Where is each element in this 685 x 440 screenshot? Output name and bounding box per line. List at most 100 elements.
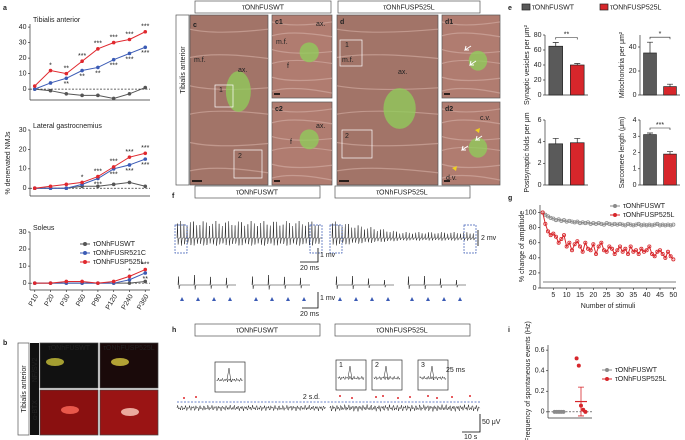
y-tick-label: 10 (19, 70, 27, 77)
fiber-texture (271, 108, 333, 113)
header-box (194, 185, 321, 199)
data-point (111, 165, 116, 169)
data-point (596, 244, 601, 249)
stained-structure (111, 358, 129, 366)
axon-terminal (383, 88, 416, 129)
data-point (644, 248, 649, 253)
trace-header: τONhFUSWT (236, 327, 279, 334)
y-tick-label: 0 (633, 92, 637, 99)
inset-label: 3 (421, 362, 425, 369)
data-point (127, 91, 132, 96)
event-marker (409, 396, 411, 398)
series-line (34, 152, 146, 189)
data-point (556, 240, 561, 245)
y-tick-label: 0 (533, 285, 537, 292)
x-tick-label: P240 (121, 293, 135, 311)
scale-label: 2 mv (481, 235, 497, 242)
data-point (572, 242, 577, 247)
fiber-texture (441, 163, 501, 169)
x-tick-label: 35 (629, 292, 637, 299)
image-label: ax. (316, 123, 325, 130)
data-point (111, 279, 116, 284)
data-point (64, 71, 69, 76)
y-tick-label: 20 (19, 246, 27, 253)
data-point (666, 249, 671, 254)
significance: ** (79, 73, 85, 80)
data-point (64, 182, 69, 187)
data-point (48, 88, 53, 93)
axon-terminal (468, 137, 488, 158)
data-point (48, 281, 53, 285)
y-tick-label: 10 (19, 166, 27, 173)
legend-label: τONhFUSWT (532, 4, 575, 11)
panel-letter: e (508, 5, 512, 12)
significance: * (81, 174, 84, 181)
image-header: τONhFUSWT (242, 4, 285, 11)
stimulus-marker (302, 297, 306, 301)
x-tick-label: 15 (576, 292, 584, 299)
legend-swatch (521, 3, 531, 11)
data-point (615, 248, 620, 253)
arrowhead (452, 166, 457, 171)
y-tick-label: 1 (633, 166, 637, 173)
panel-letter: a (3, 5, 7, 12)
x-tick-label: P10 (28, 293, 40, 307)
data-point (607, 244, 612, 249)
arrow (469, 60, 477, 67)
data-point (650, 252, 655, 257)
y-axis-label: Postsynaptic folds per μm (524, 112, 531, 192)
data-point (143, 184, 148, 189)
stimulus-marker (386, 297, 390, 301)
y-tick-label: 0 (538, 92, 542, 99)
series-line (34, 31, 146, 87)
stimulus-marker (286, 297, 290, 301)
side-label: Tibialis anterior (180, 46, 187, 94)
axon-terminal (299, 129, 319, 150)
significance: *** (94, 41, 102, 48)
x-tick-label: 50 (669, 292, 677, 299)
data-point (127, 281, 132, 285)
header-box (194, 0, 332, 14)
image-header: τONhFUSWT (48, 345, 91, 352)
fiber-texture (189, 85, 269, 91)
y-tick-label: 0 (23, 185, 27, 192)
y-axis-label: Synaptic vesicles per μm² (524, 24, 531, 105)
event-marker (183, 397, 185, 399)
arrow (464, 45, 472, 52)
panel-letter: h (172, 327, 176, 334)
fiber-texture (271, 59, 333, 65)
fiber-texture (271, 49, 333, 54)
legend-label: τONhFUSP525L (610, 4, 662, 11)
trace (216, 367, 244, 383)
scale-bar (462, 414, 481, 433)
image-label: c.v. (480, 115, 490, 122)
data-point (111, 96, 116, 101)
data-point (64, 279, 69, 284)
y-tick-label: 0.4 (535, 368, 545, 375)
stain-label: α-BTX (32, 400, 39, 420)
data-point (96, 65, 100, 70)
data-point (562, 233, 567, 238)
significance: ** (64, 65, 70, 72)
image-label: 1 (345, 42, 349, 49)
inset-label: 2 (375, 362, 379, 369)
data-point (143, 157, 148, 161)
data-point (143, 267, 148, 272)
image-label: d.v. (446, 175, 457, 182)
data-point (599, 240, 604, 245)
event-marker (195, 396, 197, 398)
data-point (564, 244, 569, 249)
panel-letter: f (172, 193, 175, 200)
y-tick-label: 2 (538, 160, 542, 167)
series-line (34, 158, 146, 189)
fiber-texture (441, 59, 501, 65)
scale-bar (302, 292, 319, 309)
stimulus-marker (442, 297, 446, 301)
zoom-box (341, 129, 373, 159)
image-label: f (287, 63, 289, 70)
stain-label: NF/SV2 (32, 358, 39, 383)
stained-structure (61, 406, 79, 414)
x-tick-label: P30 (59, 293, 71, 307)
significance-bracket (649, 36, 671, 40)
data-point (559, 236, 564, 241)
